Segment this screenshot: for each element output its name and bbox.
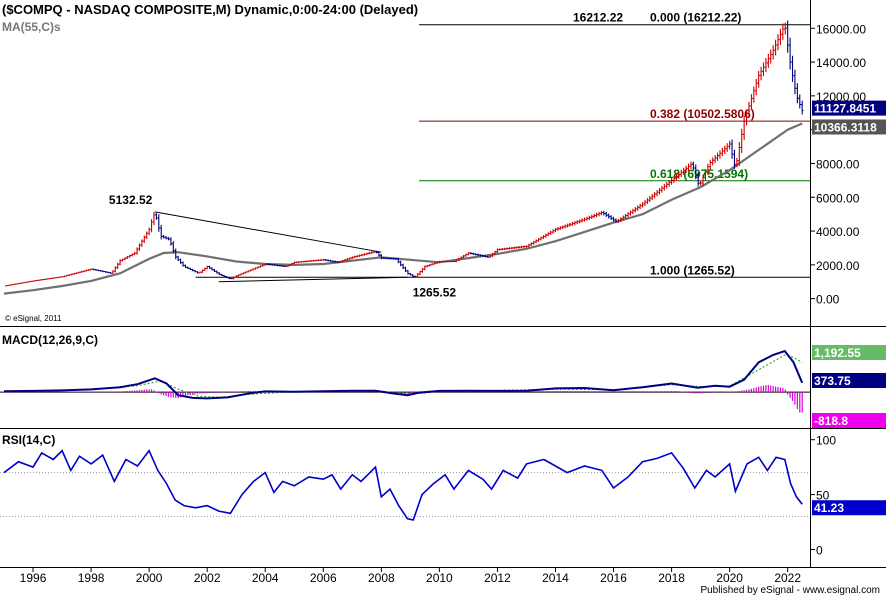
macd-value-box-bg xyxy=(812,373,886,388)
macd-line xyxy=(3,349,804,400)
x-tick-label: 1996 xyxy=(20,571,47,585)
x-tick-label: 2000 xyxy=(136,571,163,585)
chart-title: ($COMPQ - NASDAQ COMPOSITE,M) Dynamic,0:… xyxy=(2,2,419,17)
watermark: © eSignal, 2011 xyxy=(5,314,62,323)
rsi-y-tick-label: 0 xyxy=(816,544,823,558)
rsi-value-box-bg xyxy=(812,500,886,516)
macd-signal-value-box-bg xyxy=(812,345,886,360)
fib-level-label: 1.000 (1265.52) xyxy=(650,263,735,277)
price-y-tick-label: 12000.00 xyxy=(816,90,866,104)
rsi-value-box: 41.23 xyxy=(814,501,844,515)
price-y-tick-label: 8000.00 xyxy=(816,157,860,171)
price-y-tick-label: 4000.00 xyxy=(816,225,860,239)
rsi-title: RSI(14,C) xyxy=(2,433,55,447)
x-tick-label: 2012 xyxy=(484,571,511,585)
fib-level-label: 0.000 (16212.22) xyxy=(650,11,741,25)
x-tick-label: 2004 xyxy=(252,571,279,585)
trendline xyxy=(154,211,382,253)
x-tick-label: 2018 xyxy=(658,571,685,585)
publisher-footer: Published by eSignal - www.esignal.com xyxy=(700,585,880,596)
price-y-tick-label: 14000.00 xyxy=(816,56,866,70)
x-tick-label: 2022 xyxy=(774,571,801,585)
macd-signal-line xyxy=(3,354,803,398)
macd-panel: MACD(12,26,9,C) 1,192.55 373.75 -818.8 xyxy=(0,333,886,428)
ma-value-box: 10366.3118 xyxy=(814,120,877,134)
x-tick-label: 2016 xyxy=(600,571,627,585)
x-axis: 1996 1998 2000 2002 2004 2006 2008 2010 2012 2014… xyxy=(20,567,801,585)
ma-value-box-bg xyxy=(812,119,886,135)
price-y-tick-label: 16000.00 xyxy=(816,22,866,36)
x-tick-label: 2008 xyxy=(368,571,395,585)
rsi-line xyxy=(3,449,803,521)
x-tick-label: 2010 xyxy=(426,571,453,585)
price-y-tick-label: 6000.00 xyxy=(816,191,860,205)
x-tick-label: 2014 xyxy=(542,571,569,585)
last-price-box: 11127.8451 xyxy=(814,102,876,116)
x-tick-label: 2020 xyxy=(716,571,743,585)
macd-title: MACD(12,26,9,C) xyxy=(2,333,98,347)
price-y-tick-label: 2000.00 xyxy=(816,259,860,273)
x-tick-label: 2002 xyxy=(194,571,221,585)
price-panel: 0.002000.004000.006000.008000.0010000.00… xyxy=(3,11,886,323)
price-y-tick-label: 0.00 xyxy=(816,293,840,307)
x-tick-label: 1998 xyxy=(78,571,105,585)
peak-2000-label: 5132.52 xyxy=(109,193,153,207)
macd-signal-value-box: 1,192.55 xyxy=(814,346,861,360)
x-tick-label: 2006 xyxy=(310,571,337,585)
rsi-y-tick-label: 50 xyxy=(816,489,830,503)
fib-level-label: 0.382 (10502.5806) xyxy=(650,107,755,121)
macd-hist-value-box-bg xyxy=(812,413,886,428)
high-2021-label: 16212.22 xyxy=(573,11,623,25)
rsi-y-tick-label: 100 xyxy=(816,434,836,448)
low-2009-label: 1265.52 xyxy=(413,285,457,299)
ma-indicator-label: MA(55,C)s xyxy=(2,20,61,34)
macd-value-box: 373.75 xyxy=(814,374,851,388)
rsi-panel: RSI(14,C) 0 50 100 41.23 xyxy=(0,433,886,558)
trendline xyxy=(218,276,408,283)
macd-hist-value-box: -818.8 xyxy=(814,414,848,428)
last-price-box-bg xyxy=(812,100,886,116)
